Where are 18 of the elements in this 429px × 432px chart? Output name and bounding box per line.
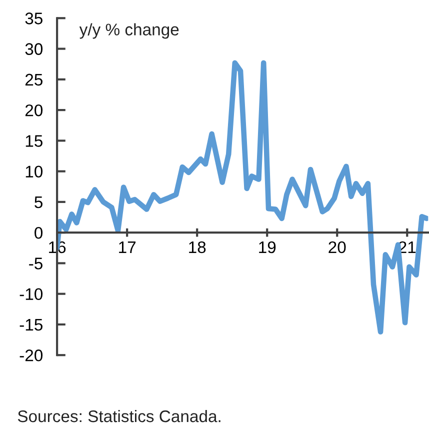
y-tick-label: -5 [29, 258, 42, 270]
x-tick-label: 18 [189, 241, 206, 254]
x-tick-label: 19 [259, 241, 276, 254]
y-tick-label: 30 [25, 43, 43, 55]
y-tick-label: 0 [34, 226, 43, 239]
y-axis-title: y/y % change [79, 23, 179, 39]
x-tick-label: 17 [119, 242, 136, 253]
source-note: Sources: Statistics Canada. [18, 410, 220, 422]
y-tick-label: 10 [26, 166, 43, 178]
y-tick-label: -20 [20, 350, 43, 362]
y-tick-label: -10 [20, 288, 43, 300]
y-tick-label: -15 [20, 319, 42, 331]
y-tick-label: 5 [34, 196, 42, 208]
y-tick-label: 35 [25, 12, 42, 24]
x-tick-label: 20 [328, 241, 346, 254]
y-tick-label: 25 [25, 74, 42, 86]
y-tick-label: 20 [25, 104, 43, 116]
y-tick-label: 15 [26, 135, 42, 147]
